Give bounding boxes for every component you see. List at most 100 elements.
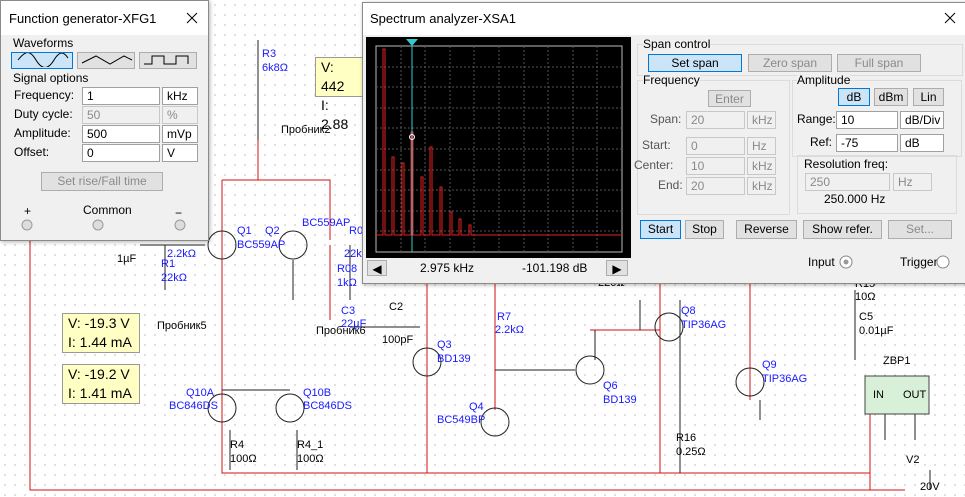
field-unit: dB/Div xyxy=(900,111,944,129)
field-unit: V xyxy=(162,144,198,162)
component-label: IN xyxy=(873,389,884,401)
component-label: 22kΩ xyxy=(161,272,187,284)
probe-voltage: V: -19.3 V xyxy=(68,315,130,331)
field-input[interactable]: 500 xyxy=(82,125,160,143)
component-label: Q2 xyxy=(265,225,280,237)
group-label: Waveforms xyxy=(13,36,74,50)
square-wave-button[interactable] xyxy=(139,52,197,69)
field-label: Duty cycle: xyxy=(14,107,73,121)
resolution-group xyxy=(797,155,957,214)
component-label: Q3 xyxy=(437,339,452,351)
component-label: 10Ω xyxy=(855,291,875,303)
control-button[interactable]: Stop xyxy=(685,220,724,239)
component-label: 20V xyxy=(920,481,940,493)
field-label: Start: xyxy=(642,138,671,152)
db-button[interactable]: dB xyxy=(838,88,870,106)
component-label: BC846DS xyxy=(303,400,352,412)
field-input[interactable]: 10 xyxy=(686,157,745,175)
cursor-left[interactable]: ◀ xyxy=(367,260,387,276)
control-button[interactable]: Start xyxy=(640,220,681,239)
resolution-unit: Hz xyxy=(893,173,932,191)
close-button[interactable] xyxy=(944,12,956,24)
triangle-wave-button[interactable] xyxy=(77,52,135,69)
input-label: Input xyxy=(808,255,835,269)
control-button[interactable]: Set... xyxy=(888,220,952,239)
trigger-label: Trigger xyxy=(900,255,938,269)
field-input[interactable]: 10 xyxy=(836,111,898,129)
rise-fall-button[interactable]: Set rise/Fall time xyxy=(41,172,163,191)
component-label: 100pF xyxy=(382,334,413,346)
component-label: R7 xyxy=(497,311,511,323)
frequency-group xyxy=(637,80,790,215)
field-input[interactable]: 20 xyxy=(686,177,745,195)
field-input[interactable]: 50 xyxy=(82,106,160,124)
resolution-input[interactable]: 250 xyxy=(805,173,890,191)
control-button[interactable]: Reverse xyxy=(736,220,797,239)
probe-current: I: 1.41 mA xyxy=(68,385,132,401)
field-label: Offset: xyxy=(14,145,50,159)
field-input[interactable]: 0 xyxy=(82,144,160,162)
component-label: Q9 xyxy=(762,359,777,371)
component-label: BC549BP xyxy=(437,414,485,426)
group-label: Resolution freq: xyxy=(804,157,889,171)
component-label: 6k8Ω xyxy=(262,62,288,74)
component-label: R4 xyxy=(230,439,244,451)
component-label: R4_1 xyxy=(297,439,323,451)
title-bar xyxy=(1,1,208,35)
component-label: V2 xyxy=(906,454,919,466)
set-span-button[interactable]: Set span xyxy=(648,54,742,72)
field-input[interactable]: 20 xyxy=(686,111,745,129)
component-label: Пробник6 xyxy=(316,325,366,337)
component-label: TIP36AG xyxy=(681,319,726,331)
probe-box: V: -19.3 V I: 1.44 mA xyxy=(62,313,140,353)
window-title: Function generator-XFG1 xyxy=(9,11,157,26)
close-button[interactable] xyxy=(186,12,198,24)
group-label: Amplitude xyxy=(797,73,851,87)
component-label: 1µF xyxy=(117,253,136,265)
field-unit: kHz xyxy=(747,111,776,129)
component-label: Q8 xyxy=(681,305,696,317)
component-label: R1 xyxy=(161,258,175,270)
component-label: 22k xyxy=(344,248,362,260)
field-input[interactable]: 0 xyxy=(686,137,745,155)
resolution-display: 250.000 Hz xyxy=(824,192,886,206)
component-label: Q10B xyxy=(303,387,331,399)
probe-box: V: -19.2 V I: 1.41 mA xyxy=(62,364,140,404)
component-label: Пробник2 xyxy=(281,124,331,136)
field-unit: kHz xyxy=(162,87,198,105)
field-unit: kHz xyxy=(747,177,776,195)
group-label: Frequency xyxy=(643,73,700,87)
spectrum-display xyxy=(366,37,631,258)
component-label: C2 xyxy=(389,301,403,313)
enter-button[interactable]: Enter xyxy=(708,90,751,107)
control-button[interactable]: Show refer. xyxy=(803,220,882,239)
cursor-frequency: 2.975 kHz xyxy=(420,261,475,275)
component-label: 1kΩ xyxy=(337,277,357,289)
terminal-label: − xyxy=(175,206,183,220)
full-span-button[interactable]: Full span xyxy=(837,54,921,72)
cursor-right[interactable]: ▶ xyxy=(606,260,628,276)
component-label: Q6 xyxy=(603,380,618,392)
field-input[interactable]: -75 xyxy=(836,134,898,152)
sine-wave-button[interactable] xyxy=(11,52,73,69)
component-label: C3 xyxy=(341,305,355,317)
probe-box: V: 442 I: 2.88 xyxy=(315,57,365,132)
component-label: R16 xyxy=(676,432,696,444)
amplitude-group xyxy=(792,80,962,157)
component-label: BC846DS xyxy=(169,400,218,412)
probe-current: I: 2.88 xyxy=(321,97,349,132)
zero-span-button[interactable]: Zero span xyxy=(748,54,832,72)
field-unit: kHz xyxy=(747,157,776,175)
dbm-button[interactable]: dBm xyxy=(874,88,908,106)
field-label: Frequency: xyxy=(14,88,75,102)
lin-button[interactable]: Lin xyxy=(913,88,944,106)
component-label: 22µF xyxy=(341,318,367,330)
window-title: Spectrum analyzer-XSA1 xyxy=(370,11,516,26)
field-label: Ref: xyxy=(810,135,833,149)
component-label: Q10A xyxy=(186,387,215,399)
terminal-label: + xyxy=(24,204,32,218)
field-input[interactable]: 1 xyxy=(82,87,160,105)
component-label: R3 xyxy=(262,48,276,60)
